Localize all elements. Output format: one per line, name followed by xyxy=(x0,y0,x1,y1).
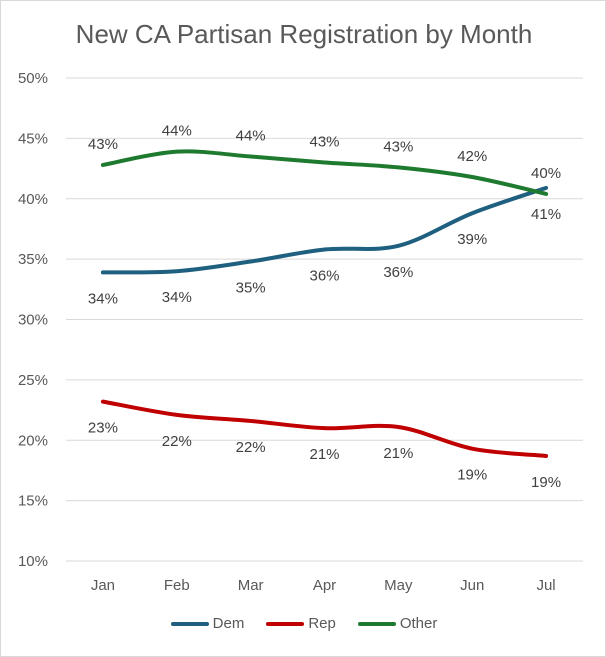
data-label-rep-may: 21% xyxy=(383,445,413,462)
legend-item-other: Other xyxy=(357,615,438,632)
data-label-other-mar: 44% xyxy=(236,127,266,144)
legend-label-dem: Dem xyxy=(212,615,245,632)
y-tick-label-15: 15% xyxy=(18,493,48,510)
data-label-other-jun: 42% xyxy=(457,148,487,165)
series-line-other xyxy=(100,149,549,196)
y-tick-label-25: 25% xyxy=(18,372,48,389)
x-tick-label-may: May xyxy=(384,577,413,594)
data-label-rep-jan: 23% xyxy=(88,420,118,437)
data-label-dem-jun: 39% xyxy=(457,231,487,248)
data-label-other-jul: 40% xyxy=(531,165,561,182)
data-label-rep-jun: 19% xyxy=(457,467,487,484)
data-label-other-apr: 43% xyxy=(309,134,339,151)
data-label-other-may: 43% xyxy=(383,138,413,155)
y-tick-label-45: 45% xyxy=(18,130,48,147)
data-label-dem-mar: 35% xyxy=(236,280,266,297)
series-line-rep xyxy=(100,399,549,458)
data-label-dem-jul: 41% xyxy=(531,206,561,223)
legend-item-rep: Rep xyxy=(266,615,336,632)
legend-swatch-rep xyxy=(266,621,305,626)
legend-item-dem: Dem xyxy=(170,615,245,632)
legend-label-other: Other xyxy=(399,615,438,632)
data-label-dem-apr: 36% xyxy=(309,267,339,284)
x-tick-label-feb: Feb xyxy=(164,577,190,594)
data-label-rep-feb: 22% xyxy=(162,433,192,450)
x-tick-label-mar: Mar xyxy=(238,577,264,594)
y-tick-label-35: 35% xyxy=(18,251,48,268)
x-tick-label-apr: Apr xyxy=(313,577,336,594)
plot-area: 10% 15% 20% 25% 30% 35% 40% 45% 50% Jan Feb Mar Apr M… xyxy=(18,70,583,594)
data-label-dem-may: 36% xyxy=(383,264,413,281)
x-tick-label-jun: Jun xyxy=(460,577,484,594)
y-tick-label-40: 40% xyxy=(18,191,48,208)
legend-label-rep: Rep xyxy=(308,615,336,632)
legend-swatch-dem xyxy=(170,621,209,626)
x-tick-label-jan: Jan xyxy=(91,577,115,594)
data-label-dem-jan: 34% xyxy=(88,290,118,307)
data-label-other-jan: 43% xyxy=(88,136,118,153)
chart-title: New CA Partisan Registration by Month xyxy=(75,19,533,49)
data-label-dem-feb: 34% xyxy=(162,289,192,306)
y-tick-label-30: 30% xyxy=(18,312,48,329)
data-label-rep-apr: 21% xyxy=(309,446,339,463)
y-tick-label-50: 50% xyxy=(18,70,48,87)
y-tick-label-20: 20% xyxy=(18,432,48,449)
data-label-rep-jul: 19% xyxy=(531,474,561,491)
series-line-dem xyxy=(100,185,549,275)
y-tick-label-10: 10% xyxy=(18,553,48,570)
data-label-other-feb: 44% xyxy=(162,123,192,140)
legend-swatch-other xyxy=(357,621,396,626)
legend: Dem Rep Other xyxy=(1,615,606,632)
data-label-rep-mar: 22% xyxy=(236,439,266,456)
x-tick-label-jul: Jul xyxy=(536,577,555,594)
